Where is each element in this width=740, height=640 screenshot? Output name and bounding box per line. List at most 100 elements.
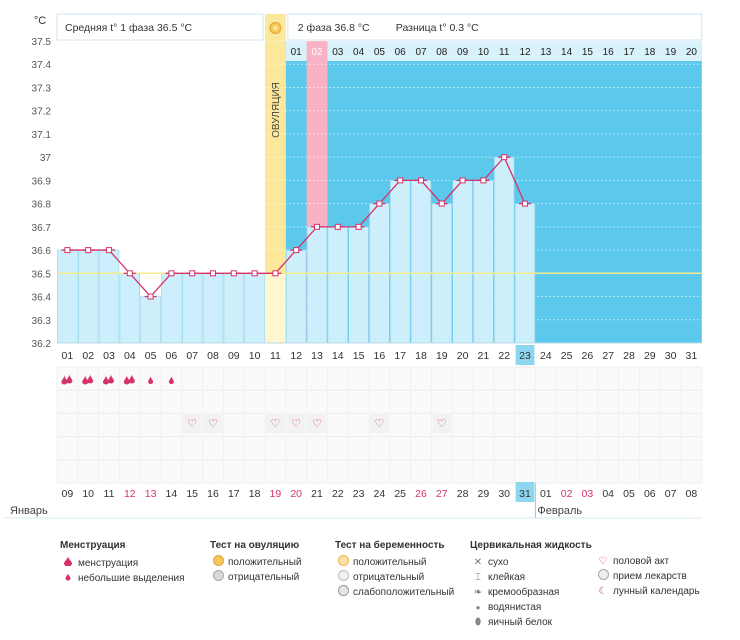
drop-light-icon: [60, 570, 76, 586]
cycle-day-label: 30: [665, 350, 677, 362]
legend-label: положительный: [353, 557, 427, 568]
pregnancy-positive-icon: [335, 555, 351, 570]
legend-cervical: Цервикальная жидкость ✕ сухо ⌶ клейкая ❧ кр…: [470, 540, 592, 630]
legend-label: слабоположительный: [353, 587, 455, 598]
temperature-point: [314, 223, 320, 230]
temperature-point: [459, 177, 466, 184]
temperature-point: [480, 177, 487, 184]
legend-item-preg-weak: слабоположительный: [335, 585, 454, 600]
legend-item-eggwhite: ⬮ яичный белок: [470, 615, 592, 630]
cycle-day-label: 18: [415, 350, 427, 362]
phase2-day-label: 15: [582, 47, 594, 58]
y-tick-label: 36.8: [32, 200, 52, 211]
drop-heavy-icon: [108, 374, 114, 384]
intercourse-cell: [182, 413, 202, 433]
legend-label: половой акт: [613, 556, 670, 567]
date-label: 14: [166, 488, 178, 500]
phase2-day-label: 07: [415, 47, 427, 58]
date-label: 10: [82, 488, 94, 500]
legend-item-spotting: небольшие выделения: [60, 570, 185, 585]
heart-icon: ♡: [270, 418, 280, 430]
legend-label: отрицательный: [353, 572, 425, 583]
legend-item-dry: ✕ сухо: [470, 555, 592, 570]
eggwhite-icon: ⬮: [474, 617, 482, 628]
drop-heavy-icon: [123, 375, 130, 385]
temperature-bar: [244, 273, 265, 344]
cycle-day-label: 22: [498, 350, 510, 362]
temperature-bar: [389, 180, 411, 344]
cycle-day-label: 23: [519, 350, 531, 362]
drop-heavy-icon: [103, 375, 109, 385]
temperature-point: [64, 247, 71, 254]
legend-item-watery: ● водянистая: [470, 600, 592, 615]
y-tick-label: 36.9: [32, 176, 52, 187]
legend-item-menstruation: менструация: [60, 555, 185, 570]
date-label: 27: [436, 488, 448, 500]
legend-label: яичный белок: [488, 617, 553, 628]
cycle-day-label: 02: [82, 350, 94, 362]
phase2-day-label: 12: [519, 47, 531, 58]
phase2-day-label: 19: [665, 47, 677, 58]
temperature-bar: [473, 180, 494, 344]
date-label: 07: [665, 488, 677, 500]
y-tick-label: 36.3: [32, 316, 52, 327]
cycle-day-label: 10: [249, 350, 261, 362]
legend-label: сухо: [488, 557, 509, 568]
legend-ovulation-test: Тест на овуляцию положительный отрицател…: [210, 540, 301, 585]
date-label: 15: [186, 488, 198, 500]
date-label: 30: [498, 488, 510, 500]
temperature-point: [189, 270, 196, 277]
temperature-point: [106, 247, 112, 254]
unit-label: °C: [34, 15, 46, 27]
pregnancy-weak-icon: [335, 585, 351, 600]
current-day-highlight: [515, 345, 535, 365]
date-label: 13: [145, 488, 157, 500]
cycle-day-label: 03: [103, 350, 115, 362]
legend-item-creamy: ❧ кремообразная: [470, 585, 592, 600]
phase2-day-label: 14: [561, 47, 573, 58]
cycle-day-label: 09: [228, 350, 240, 362]
ovulation-column-lower: [265, 273, 286, 343]
legend-cervical-title: Цервикальная жидкость: [470, 540, 592, 551]
creamy-icon: ❧: [473, 587, 483, 598]
cycle-day-label: 08: [207, 350, 219, 362]
drop-heavy-icon: [60, 555, 76, 571]
heart-icon: ♡: [374, 418, 384, 430]
phase2-day-label: 09: [457, 47, 469, 58]
temperature-point: [397, 177, 404, 184]
cycle-day-label: 07: [186, 350, 198, 362]
cycle-day-label: 14: [332, 350, 344, 362]
y-tick-label: 36.6: [32, 246, 52, 257]
cycle-day-label: 28: [623, 350, 635, 362]
phase2-day-label: 18: [644, 47, 656, 58]
y-tick-label: 37: [40, 153, 52, 164]
temperature-bar: [452, 180, 473, 344]
legend-label: лунный календарь: [613, 586, 700, 597]
temperature-bar: [410, 180, 432, 344]
date-label: 28: [457, 488, 469, 500]
drop-heavy-icon: [66, 374, 73, 384]
temperature-point: [168, 270, 175, 277]
legend: Менструация менструация небольшие выделе…: [60, 540, 730, 635]
cycle-day-label: 29: [644, 350, 656, 362]
phase2-day-label: 10: [478, 47, 490, 58]
intercourse-cell: [286, 413, 306, 433]
phase2-summary: 2 фаза 36.8 °C: [298, 22, 370, 34]
month-label: Январь: [10, 505, 48, 517]
phase2-day-label: 16: [603, 47, 615, 58]
drop-light-icon: [148, 376, 154, 384]
temperature-bar: [57, 249, 78, 344]
heart-icon: ♡: [187, 418, 197, 430]
temperature-point: [147, 293, 154, 300]
intercourse-cell: [432, 413, 452, 433]
date-label: 22: [332, 488, 344, 500]
temperature-difference: Разница t° 0.3 °C: [396, 22, 479, 34]
phase2-background: [285, 41, 702, 343]
watery-icon: ●: [475, 603, 481, 612]
temperature-bar: [493, 156, 515, 344]
cycle-day-label: 04: [124, 350, 136, 362]
drop-light-icon: [168, 376, 174, 384]
cycle-day-label: 01: [62, 350, 74, 362]
cycle-day-label: 13: [311, 350, 323, 362]
cycle-day-label: 05: [145, 350, 157, 362]
